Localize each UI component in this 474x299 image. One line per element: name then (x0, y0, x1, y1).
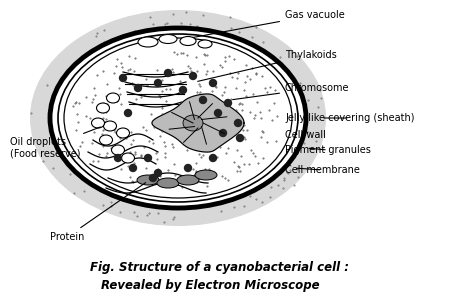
Circle shape (155, 80, 162, 86)
Ellipse shape (50, 28, 306, 208)
Text: Cell wall: Cell wall (285, 130, 326, 140)
Ellipse shape (183, 115, 203, 131)
Ellipse shape (180, 36, 196, 45)
Ellipse shape (177, 175, 199, 185)
Circle shape (119, 74, 127, 82)
Circle shape (155, 170, 162, 176)
Ellipse shape (121, 153, 135, 163)
Circle shape (225, 100, 231, 106)
Circle shape (210, 155, 217, 161)
Text: Jelly like covering (sheath): Jelly like covering (sheath) (285, 113, 414, 123)
Ellipse shape (107, 93, 119, 103)
Ellipse shape (117, 128, 129, 138)
Circle shape (129, 164, 137, 172)
Ellipse shape (198, 40, 212, 48)
Circle shape (145, 155, 152, 161)
Circle shape (115, 155, 121, 161)
Circle shape (190, 72, 197, 80)
Circle shape (215, 109, 221, 117)
Circle shape (164, 69, 172, 77)
Text: Fig. Structure of a cyanobacterial cell :: Fig. Structure of a cyanobacterial cell … (91, 262, 349, 274)
Ellipse shape (100, 135, 112, 145)
Text: Thylakoids: Thylakoids (198, 50, 337, 81)
Circle shape (219, 129, 227, 137)
Circle shape (180, 86, 186, 94)
Ellipse shape (195, 170, 217, 180)
Circle shape (210, 80, 217, 86)
Ellipse shape (138, 37, 158, 47)
Ellipse shape (103, 121, 117, 131)
Ellipse shape (97, 103, 109, 113)
Text: Protein: Protein (50, 183, 146, 242)
Text: Pigment granules: Pigment granules (285, 145, 371, 155)
Text: Gas vacuole: Gas vacuole (193, 10, 345, 37)
Ellipse shape (91, 118, 104, 128)
Ellipse shape (137, 175, 159, 185)
Text: Cell membrane: Cell membrane (285, 165, 360, 175)
Circle shape (149, 175, 156, 181)
Circle shape (200, 97, 207, 103)
Circle shape (235, 120, 241, 126)
Ellipse shape (157, 178, 179, 188)
Circle shape (184, 164, 191, 172)
Circle shape (135, 85, 142, 91)
Text: Revealed by Electron Microscope: Revealed by Electron Microscope (100, 278, 319, 292)
Ellipse shape (111, 145, 125, 155)
Circle shape (237, 135, 244, 141)
Circle shape (125, 109, 131, 117)
Polygon shape (152, 94, 244, 152)
Ellipse shape (30, 10, 326, 226)
Ellipse shape (159, 34, 177, 43)
Text: Oil droplets
(Food reserve): Oil droplets (Food reserve) (10, 127, 100, 159)
Text: Chromosome: Chromosome (233, 83, 349, 100)
